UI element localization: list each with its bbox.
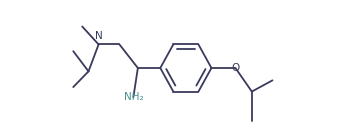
Text: O: O <box>231 63 240 73</box>
Text: N: N <box>95 31 103 41</box>
Text: NH₂: NH₂ <box>124 92 143 102</box>
